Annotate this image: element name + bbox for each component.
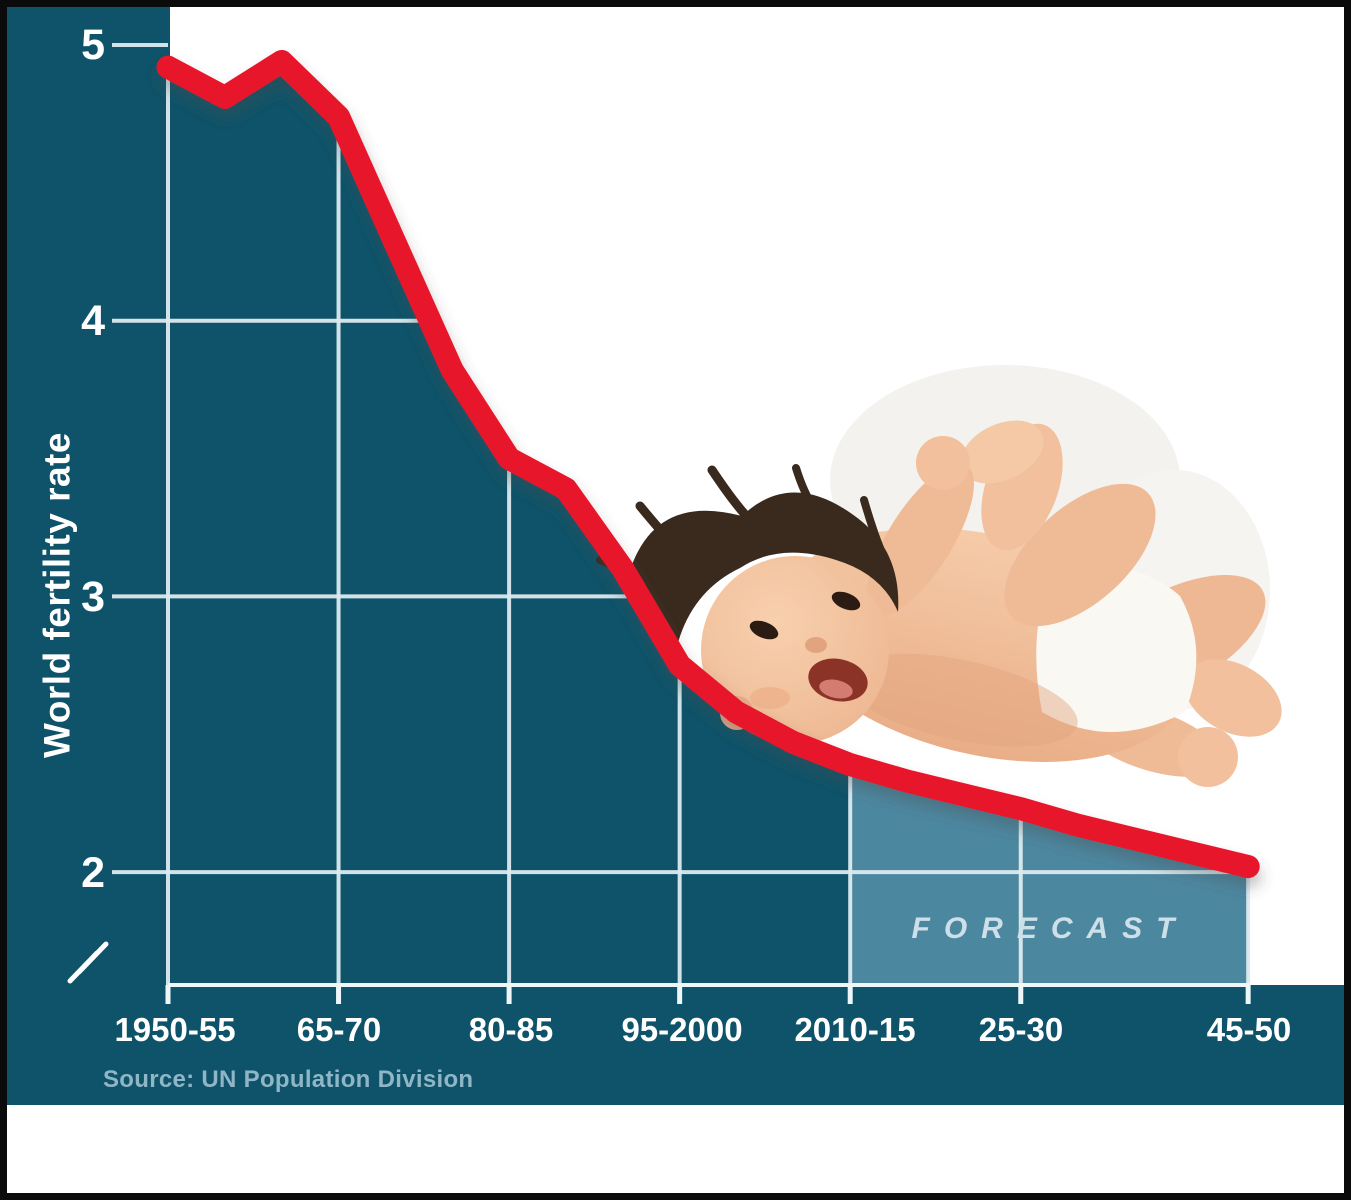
baby-image	[596, 365, 1282, 787]
y-axis-title: World fertility rate	[36, 432, 78, 758]
x-tick-25-30: 25-30	[978, 1011, 1064, 1048]
y-tick-5: 5	[81, 21, 105, 69]
source-note: Source: UN Population Division	[103, 1066, 474, 1093]
x-tick-65-70: 65-70	[296, 1011, 382, 1048]
y-tick-4: 4	[81, 297, 105, 345]
x-tick-95-2000: 95-2000	[621, 1011, 743, 1048]
x-tick-2010-15: 2010-15	[794, 1011, 916, 1048]
trend-line-layer	[156, 50, 1260, 879]
chart-area-fills	[0, 0, 1351, 1105]
y-tick-2: 2	[81, 849, 105, 897]
x-tick-1950-55: 1950-55	[114, 1011, 236, 1048]
forecast-label: FORECAST	[911, 912, 1189, 945]
x-tick-45-50: 45-50	[1206, 1011, 1292, 1048]
y-tick-3: 3	[81, 573, 105, 621]
x-tick-80-85: 80-85	[468, 1011, 554, 1048]
